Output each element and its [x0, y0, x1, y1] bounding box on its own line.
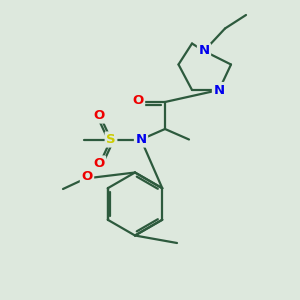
Text: O: O [81, 170, 93, 184]
Text: O: O [93, 109, 105, 122]
Text: O: O [132, 94, 144, 107]
Text: O: O [93, 157, 105, 170]
Text: S: S [106, 133, 116, 146]
Text: N: N [198, 44, 210, 58]
Text: N: N [135, 133, 147, 146]
Text: N: N [213, 83, 225, 97]
